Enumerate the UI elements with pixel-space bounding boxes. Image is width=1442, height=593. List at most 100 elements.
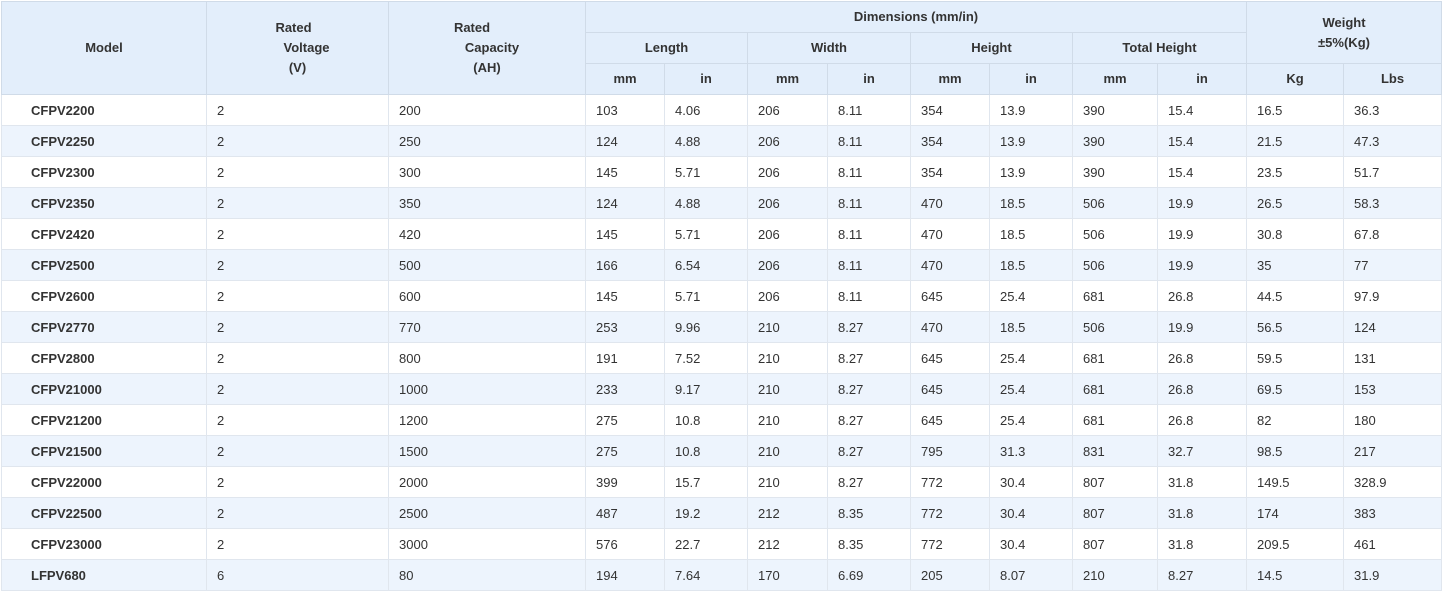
cell-total-height-mm: 506 <box>1072 218 1158 250</box>
cell-height-mm: 772 <box>910 497 990 529</box>
table-row: CFPV2770 2 770 253 9.96 210 8.27 470 18.5 506 19.9… <box>1 311 1442 343</box>
cell-height-in: 25.4 <box>989 342 1073 374</box>
cell-rated-capacity: 1000 <box>388 373 586 405</box>
cell-total-height-in: 31.8 <box>1157 497 1247 529</box>
cell-width-in: 8.27 <box>827 435 911 467</box>
cell-rated-capacity: 1200 <box>388 404 586 436</box>
cell-total-height-mm: 506 <box>1072 311 1158 343</box>
cell-length-mm: 124 <box>585 125 665 157</box>
header-total-height-in: in <box>1157 63 1247 95</box>
cell-total-height-mm: 506 <box>1072 249 1158 281</box>
header-rated-voltage: Rated Voltage (V) <box>206 1 389 95</box>
cell-rated-voltage: 2 <box>206 94 389 126</box>
cell-length-mm: 275 <box>585 404 665 436</box>
cell-width-mm: 206 <box>747 156 828 188</box>
cell-height-mm: 645 <box>910 342 990 374</box>
cell-rated-voltage: 2 <box>206 249 389 281</box>
cell-weight-kg: 35 <box>1246 249 1344 281</box>
cell-total-height-mm: 390 <box>1072 94 1158 126</box>
table-row: CFPV2420 2 420 145 5.71 206 8.11 470 18.5 506 19.9… <box>1 218 1442 250</box>
cell-total-height-mm: 807 <box>1072 528 1158 560</box>
table-row: CFPV2500 2 500 166 6.54 206 8.11 470 18.5 506 19.9… <box>1 249 1442 281</box>
cell-length-in: 5.71 <box>664 156 748 188</box>
cell-rated-capacity: 420 <box>388 218 586 250</box>
header-rated-capacity: Rated Capacity (AH) <box>388 1 586 95</box>
cell-weight-lbs: 51.7 <box>1342 156 1442 188</box>
cell-length-in: 10.8 <box>664 404 748 436</box>
table-row: CFPV21200 2 1200 275 10.8 210 8.27 645 25.4 681 26… <box>1 404 1442 436</box>
cell-width-mm: 170 <box>747 559 828 591</box>
cell-weight-lbs: 124 <box>1342 311 1442 343</box>
cell-rated-voltage: 2 <box>206 435 389 467</box>
cell-width-mm: 210 <box>747 373 828 405</box>
cell-height-mm: 205 <box>910 559 990 591</box>
cell-total-height-in: 19.9 <box>1157 187 1247 219</box>
cell-height-mm: 645 <box>910 280 990 312</box>
cell-width-mm: 210 <box>747 311 828 343</box>
cell-rated-capacity: 2500 <box>388 497 586 529</box>
cell-model: CFPV2770 <box>1 311 207 343</box>
cell-length-mm: 191 <box>585 342 665 374</box>
cell-total-height-mm: 210 <box>1072 559 1158 591</box>
cell-weight-kg: 26.5 <box>1246 187 1344 219</box>
cell-total-height-in: 26.8 <box>1157 280 1247 312</box>
cell-length-in: 6.54 <box>664 249 748 281</box>
cell-total-height-in: 19.9 <box>1157 218 1247 250</box>
cell-rated-capacity: 600 <box>388 280 586 312</box>
cell-weight-lbs: 97.9 <box>1342 280 1442 312</box>
cell-model: LFPV680 <box>1 559 207 591</box>
cell-height-in: 18.5 <box>989 218 1073 250</box>
cell-model: CFPV2500 <box>1 249 207 281</box>
table-row: CFPV2300 2 300 145 5.71 206 8.11 354 13.9 390 15.4… <box>1 156 1442 188</box>
cell-weight-kg: 23.5 <box>1246 156 1344 188</box>
header-length-mm: mm <box>585 63 665 95</box>
cell-height-mm: 772 <box>910 528 990 560</box>
cell-model: CFPV22000 <box>1 466 207 498</box>
cell-weight-lbs: 67.8 <box>1342 218 1442 250</box>
cell-width-in: 8.11 <box>827 156 911 188</box>
header-total-height-mm: mm <box>1072 63 1158 95</box>
cell-height-mm: 772 <box>910 466 990 498</box>
cell-width-in: 8.27 <box>827 311 911 343</box>
header-height-in: in <box>989 63 1073 95</box>
cell-width-mm: 210 <box>747 435 828 467</box>
cell-length-mm: 399 <box>585 466 665 498</box>
cell-length-in: 4.88 <box>664 125 748 157</box>
cell-rated-voltage: 6 <box>206 559 389 591</box>
cell-weight-lbs: 461 <box>1342 528 1442 560</box>
cell-height-mm: 795 <box>910 435 990 467</box>
cell-width-mm: 210 <box>747 404 828 436</box>
cell-height-in: 25.4 <box>989 404 1073 436</box>
header-length: Length <box>585 32 748 64</box>
header-dimensions: Dimensions (mm/in) <box>585 1 1247 33</box>
cell-weight-kg: 30.8 <box>1246 218 1344 250</box>
cell-length-mm: 487 <box>585 497 665 529</box>
cell-model: CFPV2600 <box>1 280 207 312</box>
cell-total-height-mm: 681 <box>1072 280 1158 312</box>
cell-total-height-mm: 390 <box>1072 125 1158 157</box>
cell-total-height-mm: 681 <box>1072 404 1158 436</box>
cell-length-mm: 275 <box>585 435 665 467</box>
table-row: CFPV21000 2 1000 233 9.17 210 8.27 645 25.4 681 26… <box>1 373 1442 405</box>
cell-length-in: 5.71 <box>664 280 748 312</box>
cell-width-mm: 206 <box>747 94 828 126</box>
cell-rated-capacity: 80 <box>388 559 586 591</box>
cell-length-mm: 145 <box>585 218 665 250</box>
cell-height-in: 25.4 <box>989 373 1073 405</box>
cell-weight-lbs: 131 <box>1342 342 1442 374</box>
header-height: Height <box>910 32 1073 64</box>
cell-length-in: 10.8 <box>664 435 748 467</box>
cell-length-in: 4.88 <box>664 187 748 219</box>
cell-total-height-mm: 681 <box>1072 342 1158 374</box>
cell-weight-kg: 149.5 <box>1246 466 1344 498</box>
cell-height-in: 8.07 <box>989 559 1073 591</box>
cell-weight-kg: 44.5 <box>1246 280 1344 312</box>
cell-width-mm: 212 <box>747 497 828 529</box>
table-row: CFPV2600 2 600 145 5.71 206 8.11 645 25.4 681 26.8… <box>1 280 1442 312</box>
cell-length-mm: 103 <box>585 94 665 126</box>
cell-width-in: 6.69 <box>827 559 911 591</box>
cell-height-mm: 470 <box>910 187 990 219</box>
cell-total-height-mm: 807 <box>1072 497 1158 529</box>
cell-rated-capacity: 3000 <box>388 528 586 560</box>
